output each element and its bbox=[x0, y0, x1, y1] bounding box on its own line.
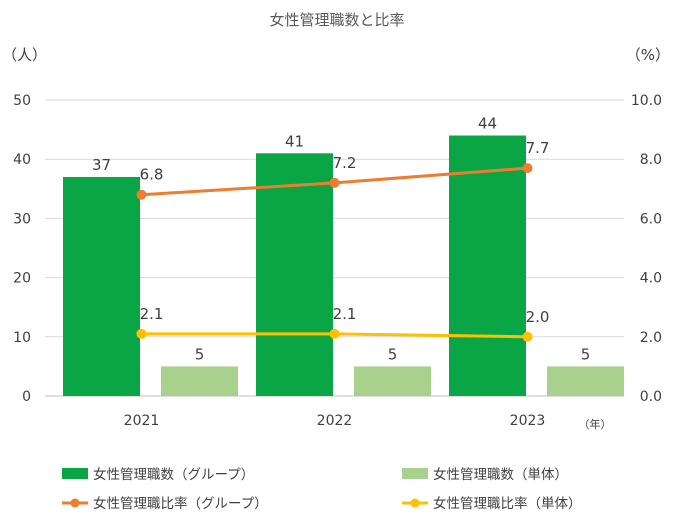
x-axis-label: （年） bbox=[579, 417, 612, 431]
bar bbox=[161, 366, 238, 396]
line-point bbox=[136, 189, 147, 200]
x-tick-label: 2022 bbox=[317, 413, 353, 429]
bar-data-label: 44 bbox=[478, 115, 497, 133]
line-data-label: 6.8 bbox=[140, 166, 164, 184]
bar-data-label: 5 bbox=[195, 345, 205, 363]
y-left-tick-label: 20 bbox=[13, 271, 31, 287]
line-data-label: 7.2 bbox=[333, 154, 357, 172]
bar-data-label: 37 bbox=[92, 156, 111, 174]
legend-swatch bbox=[402, 468, 428, 479]
x-tick-label: 2023 bbox=[510, 413, 546, 429]
y-axis-right-label: （%） bbox=[626, 46, 670, 64]
bar bbox=[256, 153, 333, 396]
y-left-tick-label: 30 bbox=[13, 211, 31, 227]
line-data-label: 2.1 bbox=[333, 305, 357, 323]
y-right-tick-label: 6.0 bbox=[640, 211, 662, 227]
y-right-tick-label: 8.0 bbox=[640, 152, 662, 168]
legend-label: 女性管理職比率（単体） bbox=[433, 495, 582, 512]
line-data-label: 2.0 bbox=[526, 308, 550, 326]
legend-marker bbox=[410, 498, 420, 508]
y-left-tick-label: 0 bbox=[22, 389, 31, 405]
line-data-label: 7.7 bbox=[526, 139, 550, 157]
y-right-tick-label: 10.0 bbox=[631, 93, 662, 109]
y-left-tick-label: 10 bbox=[13, 330, 31, 346]
line-point bbox=[522, 163, 533, 174]
legend-swatch bbox=[62, 468, 88, 479]
bar bbox=[547, 366, 624, 396]
tick-labels: 0 10 20 30 40 50 0.0 2.0 4.0 6.0 8.0 10.0 2021 2022 20… bbox=[13, 93, 662, 429]
legend-label: 女性管理職数（単体） bbox=[433, 466, 568, 483]
bar-data-label: 41 bbox=[285, 132, 304, 150]
line-data-label: 2.1 bbox=[140, 305, 164, 323]
bar-data-label: 5 bbox=[581, 345, 591, 363]
bars bbox=[63, 135, 624, 396]
y-left-tick-label: 40 bbox=[13, 152, 31, 168]
y-right-tick-label: 2.0 bbox=[640, 330, 662, 346]
bar bbox=[354, 366, 431, 396]
line-point bbox=[329, 328, 340, 339]
legend: 女性管理職数（グループ） 女性管理職数（単体） 女性管理職比率（グループ） 女性管理職… bbox=[62, 466, 582, 512]
legend-marker bbox=[70, 498, 80, 508]
line-point bbox=[522, 331, 533, 342]
bar bbox=[63, 176, 140, 396]
x-tick-label: 2021 bbox=[124, 413, 160, 429]
chart-title: 女性管理職数と比率 bbox=[269, 11, 404, 29]
legend-label: 女性管理職比率（グループ） bbox=[93, 495, 268, 512]
bar bbox=[449, 135, 526, 396]
y-right-tick-label: 4.0 bbox=[640, 271, 662, 287]
line-point bbox=[329, 177, 340, 188]
y-left-tick-label: 50 bbox=[13, 93, 31, 109]
y-right-tick-label: 0.0 bbox=[640, 389, 662, 405]
legend-label: 女性管理職数（グループ） bbox=[93, 466, 254, 483]
line-point bbox=[136, 328, 147, 339]
lines bbox=[136, 163, 533, 342]
y-axis-left-label: （人） bbox=[2, 46, 47, 64]
data-labels: 37 41 44 5 5 5 6.8 7.2 7.7 2.1 2.1 2.0 bbox=[92, 115, 590, 364]
bar-data-label: 5 bbox=[388, 345, 398, 363]
